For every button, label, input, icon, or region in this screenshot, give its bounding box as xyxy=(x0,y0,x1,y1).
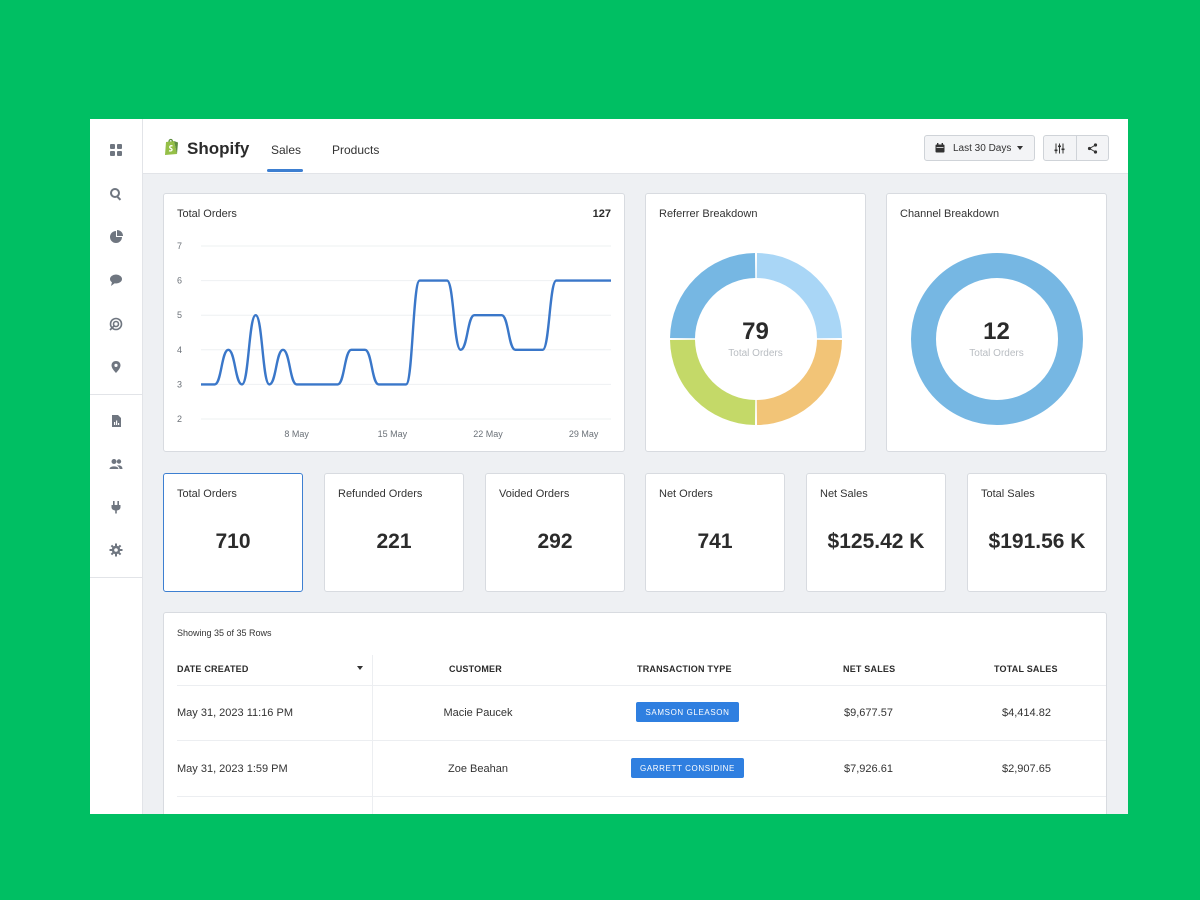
cell-net-sales: $7,926.61 xyxy=(844,763,893,775)
row-divider xyxy=(177,740,1106,741)
plug-icon[interactable] xyxy=(107,498,125,516)
cell-customer: Zoe Beahan xyxy=(448,763,508,775)
search-icon[interactable] xyxy=(107,185,125,203)
x-tick-label: 15 May xyxy=(378,429,408,439)
share-icon xyxy=(1087,142,1097,154)
users-icon[interactable] xyxy=(107,455,125,473)
total-orders-chart-card: Total Orders 127 7 6 5 4 3 2 8 May 15 May 22 May… xyxy=(163,193,625,452)
column-header-transaction-type[interactable]: TRANSACTION TYPE xyxy=(637,664,732,674)
kpi-value: 741 xyxy=(697,530,733,553)
referrer-donut-chart xyxy=(670,253,842,425)
x-tick-label: 22 May xyxy=(473,429,503,439)
tab-products[interactable]: Products xyxy=(332,143,380,157)
card-title: Channel Breakdown xyxy=(900,208,1000,220)
card-title: Total Orders xyxy=(177,208,237,220)
line-chart: 7 6 5 4 3 2 8 May 15 May 22 May 29 May xyxy=(177,241,611,439)
cell-total-sales: $4,414.82 xyxy=(1002,707,1051,719)
referrer-total-value: 79 xyxy=(742,318,769,345)
x-tick-label: 8 May xyxy=(284,429,309,439)
cell-date: May 31, 2023 11:16 PM xyxy=(177,707,293,719)
kpi-net-orders[interactable]: Net Orders 741 xyxy=(645,473,785,592)
channel-total-value: 12 xyxy=(983,318,1010,345)
y-tick-label: 3 xyxy=(177,379,182,389)
cell-date: May 31, 2023 1:59 PM xyxy=(177,763,288,775)
shopify-logo-icon xyxy=(165,138,178,155)
toolbar-button-group xyxy=(1043,135,1109,161)
tab-sales[interactable]: Sales xyxy=(271,143,302,157)
kpi-value: 710 xyxy=(215,530,251,553)
cell-total-sales: $2,907.65 xyxy=(1002,763,1051,775)
app-window: Shopify Sales Products Last 30 Days Tota… xyxy=(90,119,1128,814)
column-separator xyxy=(372,655,373,814)
donut-slice[interactable] xyxy=(670,253,756,339)
kpi-label: Total Sales xyxy=(981,488,1035,500)
filter-button[interactable] xyxy=(1044,136,1076,160)
transactions-table: Showing 35 of 35 Rows DATE CREATED CUSTO… xyxy=(163,612,1107,814)
calendar-icon xyxy=(935,143,945,153)
chat-icon[interactable] xyxy=(107,271,125,289)
series-line xyxy=(201,279,611,386)
kpi-label: Total Orders xyxy=(177,488,237,500)
donut-slice[interactable] xyxy=(756,339,842,425)
cell-customer: Macie Paucek xyxy=(443,707,513,719)
rows-count-label: Showing 35 of 35 Rows xyxy=(177,628,272,638)
target-icon[interactable] xyxy=(107,315,125,333)
row-divider xyxy=(177,685,1106,686)
column-header-customer[interactable]: CUSTOMER xyxy=(449,664,502,674)
donut-slice[interactable] xyxy=(756,253,842,339)
transaction-type-badge: SAMSON GLEASON xyxy=(636,702,739,722)
kpi-value: $191.56 K xyxy=(988,530,1086,553)
sidebar-divider xyxy=(90,394,143,395)
channel-total-label: Total Orders xyxy=(969,348,1024,359)
top-bar: Shopify Sales Products Last 30 Days xyxy=(143,119,1128,174)
kpi-label: Net Sales xyxy=(820,488,868,500)
brand-name: Shopify xyxy=(187,139,250,158)
y-tick-label: 2 xyxy=(177,414,182,424)
channel-breakdown-card: Channel Breakdown 12 Total Orders xyxy=(886,193,1107,452)
settings-icon[interactable] xyxy=(107,541,125,559)
kpi-label: Voided Orders xyxy=(499,488,570,500)
cell-net-sales: $9,677.57 xyxy=(844,707,893,719)
column-header-date-created[interactable]: DATE CREATED xyxy=(177,664,249,674)
donut-slice[interactable] xyxy=(911,253,1083,425)
y-tick-label: 5 xyxy=(177,310,182,320)
total-orders-value: 127 xyxy=(592,208,611,220)
pie-chart-icon[interactable] xyxy=(107,228,125,246)
donut-slice[interactable] xyxy=(670,339,756,425)
chevron-down-icon xyxy=(1017,146,1024,150)
kpi-label: Refunded Orders xyxy=(338,488,423,500)
x-tick-label: 29 May xyxy=(569,429,599,439)
kpi-net-sales[interactable]: Net Sales $125.42 K xyxy=(806,473,946,592)
share-button[interactable] xyxy=(1075,136,1109,160)
report-icon[interactable] xyxy=(107,412,125,430)
kpi-value: 221 xyxy=(376,530,412,553)
column-header-total-sales[interactable]: TOTAL SALES xyxy=(994,664,1058,674)
y-tick-label: 6 xyxy=(177,276,182,286)
referrer-breakdown-card: Referrer Breakdown 79 Total Orders xyxy=(645,193,866,452)
kpi-voided-orders[interactable]: Voided Orders 292 xyxy=(485,473,625,592)
location-pin-icon[interactable] xyxy=(107,358,125,376)
sidebar xyxy=(90,119,143,814)
row-divider xyxy=(177,796,1106,797)
kpi-total-orders[interactable]: Total Orders 710 xyxy=(163,473,303,592)
transaction-type-badge: GARRETT CONSIDINE xyxy=(631,758,744,778)
sidebar-divider xyxy=(90,577,143,578)
sort-descending-icon[interactable] xyxy=(357,666,363,670)
referrer-total-label: Total Orders xyxy=(728,348,783,359)
column-header-net-sales[interactable]: NET SALES xyxy=(843,664,896,674)
sliders-icon xyxy=(1054,143,1065,153)
dashboard-icon[interactable] xyxy=(107,141,125,159)
date-range-label: Last 30 Days xyxy=(953,142,1012,154)
active-tab-indicator xyxy=(267,169,303,172)
y-tick-label: 7 xyxy=(177,241,182,251)
kpi-refunded-orders[interactable]: Refunded Orders 221 xyxy=(324,473,464,592)
card-title: Referrer Breakdown xyxy=(659,208,758,220)
date-range-dropdown[interactable]: Last 30 Days xyxy=(924,135,1035,161)
kpi-value: $125.42 K xyxy=(827,530,925,553)
kpi-value: 292 xyxy=(537,530,573,553)
channel-donut-chart xyxy=(911,253,1083,425)
kpi-label: Net Orders xyxy=(659,488,713,500)
kpi-total-sales[interactable]: Total Sales $191.56 K xyxy=(967,473,1107,592)
y-tick-label: 4 xyxy=(177,345,182,355)
